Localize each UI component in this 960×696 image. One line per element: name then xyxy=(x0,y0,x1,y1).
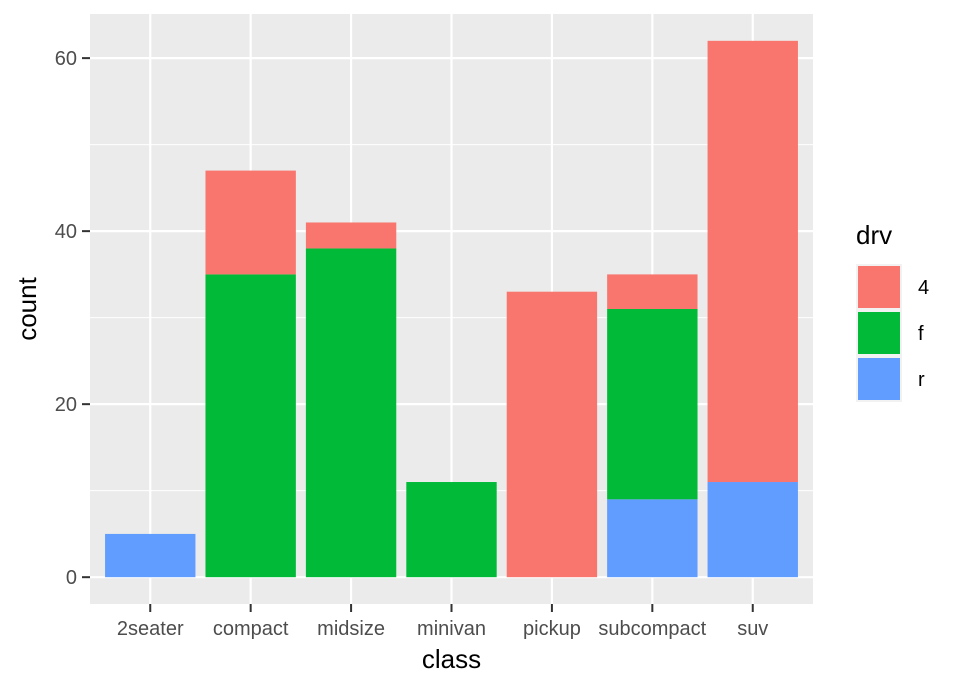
legend-title: drv xyxy=(856,220,892,250)
bar-segment-minivan-drv-f xyxy=(406,482,497,578)
y-tick-label: 60 xyxy=(55,48,77,70)
x-tick-label: minivan xyxy=(417,618,486,640)
bar-segment-2seater-drv-r xyxy=(105,533,196,578)
y-axis-ticks: 0 20 40 60 xyxy=(55,48,90,589)
y-axis-title: count xyxy=(12,276,42,340)
bar-segment-compact-drv-f xyxy=(205,274,296,578)
bar-segment-subcompact-drv-f xyxy=(607,309,698,500)
x-tick-label: compact xyxy=(213,618,289,640)
y-tick-label: 0 xyxy=(66,567,77,589)
bar-segment-subcompact-drv-4 xyxy=(607,274,698,309)
legend-swatch-f xyxy=(858,312,900,354)
legend-swatch-r xyxy=(858,358,900,400)
bar-segment-pickup-drv-4 xyxy=(506,291,598,578)
x-tick-label: suv xyxy=(737,618,768,640)
bar-segment-compact-drv-4 xyxy=(205,170,296,275)
x-tick-label: subcompact xyxy=(598,618,706,640)
bar-segment-suv-drv-4 xyxy=(707,40,798,483)
x-tick-label: midsize xyxy=(317,618,385,640)
legend: drv 4 f r xyxy=(856,220,929,402)
legend-label: f xyxy=(918,323,924,345)
x-axis-ticks: 2seater compact midsize minivan pickup subcom… xyxy=(117,604,768,640)
x-axis-title: class xyxy=(422,644,481,674)
x-tick-label: 2seater xyxy=(117,618,184,640)
bars xyxy=(105,40,798,578)
bar-segment-midsize-drv-f xyxy=(305,248,397,578)
legend-items: 4 f r xyxy=(856,264,929,402)
bar-segment-suv-drv-r xyxy=(707,482,798,578)
bar-segment-midsize-drv-4 xyxy=(305,222,397,249)
legend-label: r xyxy=(918,369,925,391)
bar-segment-subcompact-drv-r xyxy=(607,499,698,578)
x-tick-label: pickup xyxy=(523,618,581,640)
y-tick-label: 20 xyxy=(55,394,77,416)
legend-swatch-4 xyxy=(858,266,900,308)
y-tick-label: 40 xyxy=(55,221,77,243)
legend-label: 4 xyxy=(918,277,929,299)
